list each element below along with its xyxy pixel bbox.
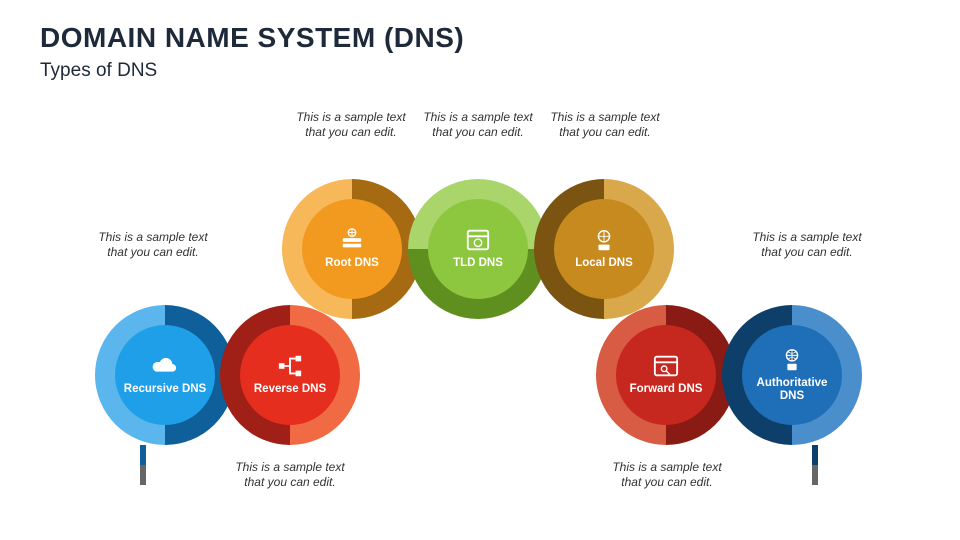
node-label: Recursive DNS (124, 383, 206, 396)
dns-node-recursive: Recursive DNS (95, 305, 235, 445)
diagram-canvas: Recursive DNS This is a sample text that … (0, 0, 960, 540)
node-caption-tld: This is a sample text that you can edit. (413, 110, 543, 140)
node-inner: Forward DNS (616, 325, 716, 425)
node-caption-authoritative: This is a sample text that you can edit. (742, 230, 872, 260)
dns-node-local: Local DNS (534, 179, 674, 319)
node-label: Forward DNS (630, 383, 703, 396)
node-inner: Recursive DNS (115, 325, 215, 425)
dns-node-forward: Forward DNS (596, 305, 736, 445)
node-caption-local: This is a sample text that you can edit. (540, 110, 670, 140)
node-label: TLD DNS (453, 257, 503, 270)
node-caption-reverse: This is a sample text that you can edit. (225, 460, 355, 490)
browser-icon (463, 227, 493, 253)
node-label: Local DNS (575, 257, 633, 270)
node-caption-root: This is a sample text that you can edit. (286, 110, 416, 140)
browser-search-icon (651, 353, 681, 379)
globe-file-icon (777, 347, 807, 373)
globe-tag-icon (589, 227, 619, 253)
dns-node-authoritative: Authoritative DNS (722, 305, 862, 445)
node-inner: Reverse DNS (240, 325, 340, 425)
dns-node-tld: TLD DNS (408, 179, 548, 319)
node-caption-recursive: This is a sample text that you can edit. (88, 230, 218, 260)
node-label: Reverse DNS (254, 383, 326, 396)
branch-icon (275, 353, 305, 379)
node-inner: Root DNS (302, 199, 402, 299)
node-inner: TLD DNS (428, 199, 528, 299)
dns-node-reverse: Reverse DNS (220, 305, 360, 445)
node-label: Authoritative DNS (748, 377, 836, 403)
node-stem-authoritative (812, 445, 818, 485)
node-inner: Authoritative DNS (742, 325, 842, 425)
node-label: Root DNS (325, 257, 379, 270)
cloud-dns-icon (150, 353, 180, 379)
dns-node-root: Root DNS (282, 179, 422, 319)
node-stem-recursive (140, 445, 146, 485)
server-globe-icon (337, 227, 367, 253)
node-caption-forward: This is a sample text that you can edit. (602, 460, 732, 490)
node-inner: Local DNS (554, 199, 654, 299)
